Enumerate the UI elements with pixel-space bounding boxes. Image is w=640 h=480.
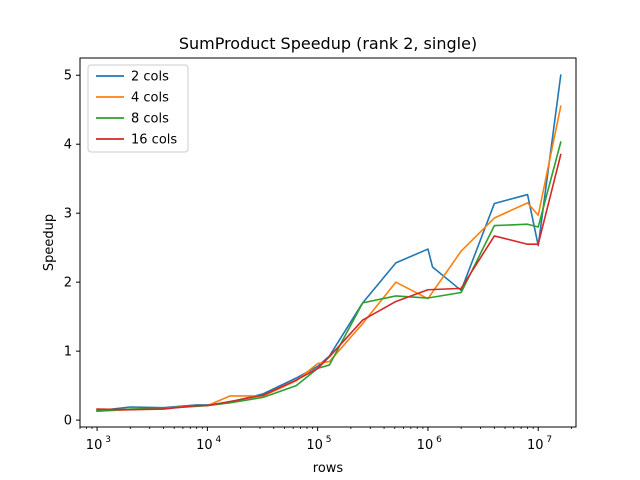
x-axis: 10 3 10 4 10 5 10 6 10 7 (79, 427, 572, 453)
x-tick-label: 10 (417, 438, 434, 453)
y-tick-label: 3 (64, 207, 72, 222)
x-tick-exponent: 4 (216, 435, 222, 445)
x-tick-exponent: 7 (546, 435, 552, 445)
y-tick-label: 2 (64, 276, 72, 291)
x-tick-exponent: 5 (326, 435, 332, 445)
legend-label: 16 cols (131, 133, 177, 148)
y-tick-label: 4 (64, 138, 72, 153)
legend-box (87, 64, 189, 153)
x-tick-label: 10 (527, 438, 544, 453)
x-tick-exponent: 3 (105, 435, 111, 445)
legend: 2 cols 4 cols 8 cols 16 cols (87, 64, 189, 153)
x-tick-label: 10 (306, 438, 323, 453)
x-axis-label: rows (313, 461, 344, 476)
x-tick-exponent: 6 (436, 435, 442, 445)
y-axis-label: Speedup (42, 214, 57, 271)
x-tick-label: 10 (86, 438, 103, 453)
y-tick-label: 5 (64, 69, 72, 84)
y-tick-label: 1 (64, 345, 72, 360)
chart-title: SumProduct Speedup (rank 2, single) (179, 34, 477, 53)
legend-label: 4 cols (131, 91, 169, 106)
plot-frame (79, 57, 577, 428)
x-tick-label: 10 (196, 438, 213, 453)
legend-label: 2 cols (131, 70, 169, 85)
y-axis: 0 1 2 3 4 5 (64, 69, 80, 429)
legend-label: 8 cols (131, 112, 169, 127)
y-tick-label: 0 (64, 414, 72, 429)
series-line-16-cols (96, 153, 562, 411)
series-layer (96, 74, 562, 412)
